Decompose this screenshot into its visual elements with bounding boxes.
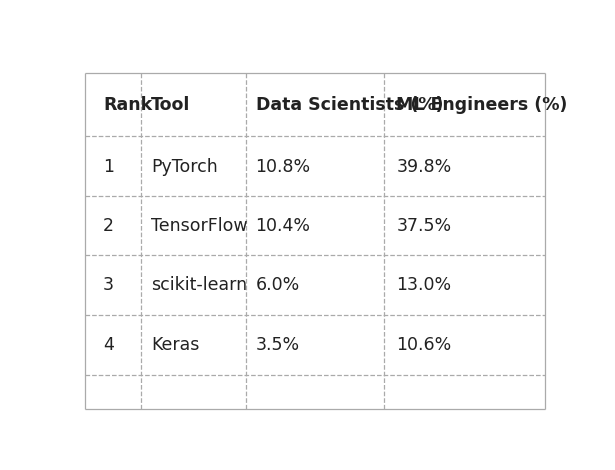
Text: Rank: Rank bbox=[103, 96, 153, 114]
Text: 13.0%: 13.0% bbox=[396, 276, 451, 294]
Text: 10.6%: 10.6% bbox=[396, 336, 451, 354]
Text: Tool: Tool bbox=[151, 96, 190, 114]
Text: 37.5%: 37.5% bbox=[396, 218, 451, 235]
Text: scikit-learn: scikit-learn bbox=[151, 276, 247, 294]
Text: TensorFlow: TensorFlow bbox=[151, 218, 247, 235]
Text: 10.8%: 10.8% bbox=[256, 158, 311, 176]
Text: 39.8%: 39.8% bbox=[396, 158, 451, 176]
Text: 1: 1 bbox=[103, 158, 114, 176]
Text: 6.0%: 6.0% bbox=[256, 276, 300, 294]
Text: ML Engineers (%): ML Engineers (%) bbox=[396, 96, 568, 114]
Text: 10.4%: 10.4% bbox=[256, 218, 311, 235]
Text: 2: 2 bbox=[103, 218, 114, 235]
Text: Data Scientists (%): Data Scientists (%) bbox=[256, 96, 443, 114]
Text: PyTorch: PyTorch bbox=[151, 158, 218, 176]
Text: 3: 3 bbox=[103, 276, 114, 294]
Text: 3.5%: 3.5% bbox=[256, 336, 300, 354]
Text: 4: 4 bbox=[103, 336, 114, 354]
Text: Keras: Keras bbox=[151, 336, 199, 354]
